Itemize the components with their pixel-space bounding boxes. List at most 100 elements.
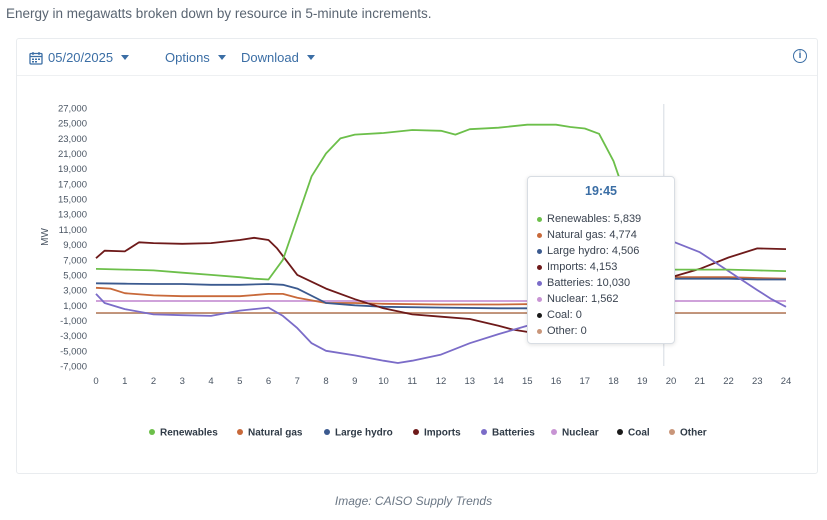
imports-dot-icon [537, 264, 542, 270]
page-intro: Energy in megawatts broken down by resou… [6, 6, 432, 21]
y-tick-label: 23,000 [58, 134, 87, 145]
tooltip-row: Renewables: 5,839 [537, 213, 641, 225]
y-axis-label: MW [40, 228, 51, 246]
y-tick-label: 17,000 [58, 179, 87, 190]
x-tick-label: 1 [122, 376, 127, 387]
legend-marker-other [669, 429, 675, 435]
legend-marker-batteries [481, 429, 487, 435]
y-tick-label: 11,000 [59, 225, 87, 236]
y-tick-label: 7,000 [63, 255, 87, 266]
legend-label: Coal [628, 428, 650, 439]
series-line-batteries [95, 235, 787, 364]
date-picker[interactable]: 05/20/2025 [29, 50, 130, 65]
tooltip-row: Batteries: 10,030 [537, 277, 630, 289]
renewables-dot-icon [537, 216, 542, 222]
large-hydro-dot-icon [537, 248, 542, 254]
y-tick-label: 3,000 [63, 286, 87, 297]
date-value: 05/20/2025 [48, 50, 114, 65]
legend-marker-imports [413, 429, 419, 435]
nuclear-dot-icon [537, 296, 542, 302]
x-tick-label: 17 [579, 376, 590, 387]
legend-label: Batteries [492, 428, 535, 439]
tooltip-row: Nuclear: 1,562 [537, 293, 619, 305]
y-tick-label: 5,000 [63, 270, 87, 281]
y-tick-label: 25,000 [58, 119, 87, 130]
tooltip-row-label: Imports: 4,153 [547, 261, 618, 273]
supply-trend-chart: -7,000 -5,000 -3,000 -1,000 1,000 3,000 5,000 7… [40, 104, 792, 439]
tooltip-row: Large hydro: 4,506 [537, 245, 639, 257]
natural-gas-dot-icon [537, 232, 542, 238]
legend-label: Large hydro [335, 428, 393, 439]
x-tick-label: 24 [781, 376, 792, 387]
tooltip-row-label: Batteries: 10,030 [547, 277, 631, 289]
y-tick-label: 21,000 [58, 149, 87, 160]
y-tick-label: 19,000 [58, 164, 87, 175]
tooltip-row: Coal: 0 [537, 309, 582, 321]
chevron-down-icon [121, 55, 130, 60]
legend-label: Renewables [160, 428, 218, 439]
chart-toolbar: 05/20/2025 Options Download i [17, 39, 817, 76]
chevron-down-icon [306, 55, 315, 60]
x-tick-label: 9 [352, 376, 357, 387]
x-tick-label: 4 [208, 376, 213, 387]
info-icon[interactable]: i [793, 49, 807, 63]
x-tick-label: 21 [694, 376, 705, 387]
x-tick-label: 18 [608, 376, 619, 387]
x-tick-label: 6 [266, 376, 271, 387]
series-line-renewables [95, 123, 787, 281]
y-tick-label: -5,000 [60, 346, 87, 357]
legend-label: Natural gas [248, 428, 303, 439]
batteries-dot-icon [537, 280, 542, 286]
y-tick-label: 1,000 [63, 301, 87, 312]
download-dropdown[interactable]: Download [241, 50, 315, 65]
series-line-large-hydro [95, 277, 786, 310]
legend-label: Nuclear [562, 428, 599, 439]
y-tick-label: -3,000 [60, 331, 87, 342]
y-tick-label: 9,000 [63, 240, 87, 251]
legend-marker-natural-gas [237, 429, 243, 435]
download-label: Download [241, 50, 299, 65]
legend-label: Imports [424, 428, 461, 439]
x-tick-label: 10 [378, 376, 389, 387]
chart-tooltip: 19:45 Renewables: 5,839 Natural gas: 4,7… [527, 176, 675, 344]
tooltip-row: Imports: 4,153 [537, 261, 617, 273]
y-tick-label: 13,000 [58, 210, 87, 221]
other-dot-icon [537, 328, 542, 334]
options-label: Options [165, 50, 210, 65]
tooltip-row-label: Other: 0 [547, 325, 587, 337]
y-tick-label: -7,000 [60, 362, 87, 373]
x-tick-label: 20 [666, 376, 677, 387]
x-tick-label: 5 [237, 376, 242, 387]
y-tick-label: 15,000 [58, 195, 87, 206]
tooltip-row: Other: 0 [537, 325, 587, 337]
y-tick-label: -1,000 [60, 316, 87, 327]
x-tick-label: 0 [93, 376, 98, 387]
x-tick-label: 3 [180, 376, 185, 387]
x-tick-label: 8 [323, 376, 328, 387]
tooltip-row-label: Natural gas: 4,774 [547, 229, 637, 241]
legend-marker-renewables [149, 429, 155, 435]
tooltip-row: Natural gas: 4,774 [537, 229, 637, 241]
x-tick-label: 16 [551, 376, 562, 387]
tooltip-time: 19:45 [585, 184, 617, 198]
x-tick-label: 22 [723, 376, 734, 387]
x-tick-label: 12 [436, 376, 447, 387]
tooltip-row-label: Renewables: 5,839 [547, 213, 642, 225]
calendar-icon [29, 51, 43, 65]
x-tick-label: 2 [151, 376, 156, 387]
legend-marker-large-hydro [324, 429, 330, 435]
x-tick-label: 15 [522, 376, 533, 387]
legend-marker-coal [617, 429, 623, 435]
tooltip-row-label: Large hydro: 4,506 [547, 245, 640, 257]
x-tick-label: 23 [752, 376, 763, 387]
chart-card: 05/20/2025 Options Download i [16, 38, 818, 474]
legend-marker-nuclear [551, 429, 557, 435]
x-tick-label: 19 [637, 376, 648, 387]
image-caption: Image: CAISO Supply Trends [334, 494, 493, 508]
y-tick-label: 27,000 [58, 104, 87, 115]
coal-dot-icon [537, 312, 542, 318]
chevron-down-icon [217, 55, 226, 60]
x-tick-label: 13 [464, 376, 475, 387]
options-dropdown[interactable]: Options [165, 50, 226, 65]
x-tick-label: 11 [407, 376, 417, 387]
